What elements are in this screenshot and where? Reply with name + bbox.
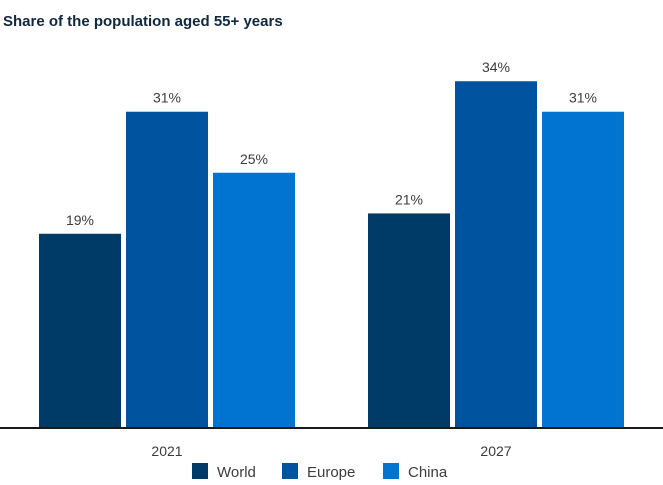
data-label-china-2027: 31% — [569, 90, 597, 106]
bar-world-2021 — [39, 233, 121, 427]
legend-label-europe: Europe — [307, 464, 355, 481]
legend-swatch-world — [192, 463, 208, 479]
data-label-china-2021: 25% — [240, 151, 268, 167]
bar-china-2027 — [542, 111, 624, 427]
data-label-europe-2021: 31% — [153, 90, 181, 106]
x-tick-label-2027: 2027 — [480, 443, 511, 459]
bar-world-2027 — [368, 213, 450, 427]
legend-swatch-china — [383, 463, 399, 479]
bar-europe-2021 — [126, 111, 208, 427]
legend-label-china: China — [408, 464, 448, 481]
legend-swatch-europe — [282, 463, 298, 479]
legend-label-world: World — [217, 464, 256, 481]
bar-china-2021 — [213, 172, 295, 427]
x-tick-label-2021: 2021 — [151, 443, 182, 459]
data-label-world-2021: 19% — [66, 212, 94, 228]
chart-title: Share of the population aged 55+ years — [3, 13, 283, 30]
data-label-europe-2027: 34% — [482, 59, 510, 75]
data-label-world-2027: 21% — [395, 191, 423, 207]
bar-europe-2027 — [455, 81, 537, 427]
